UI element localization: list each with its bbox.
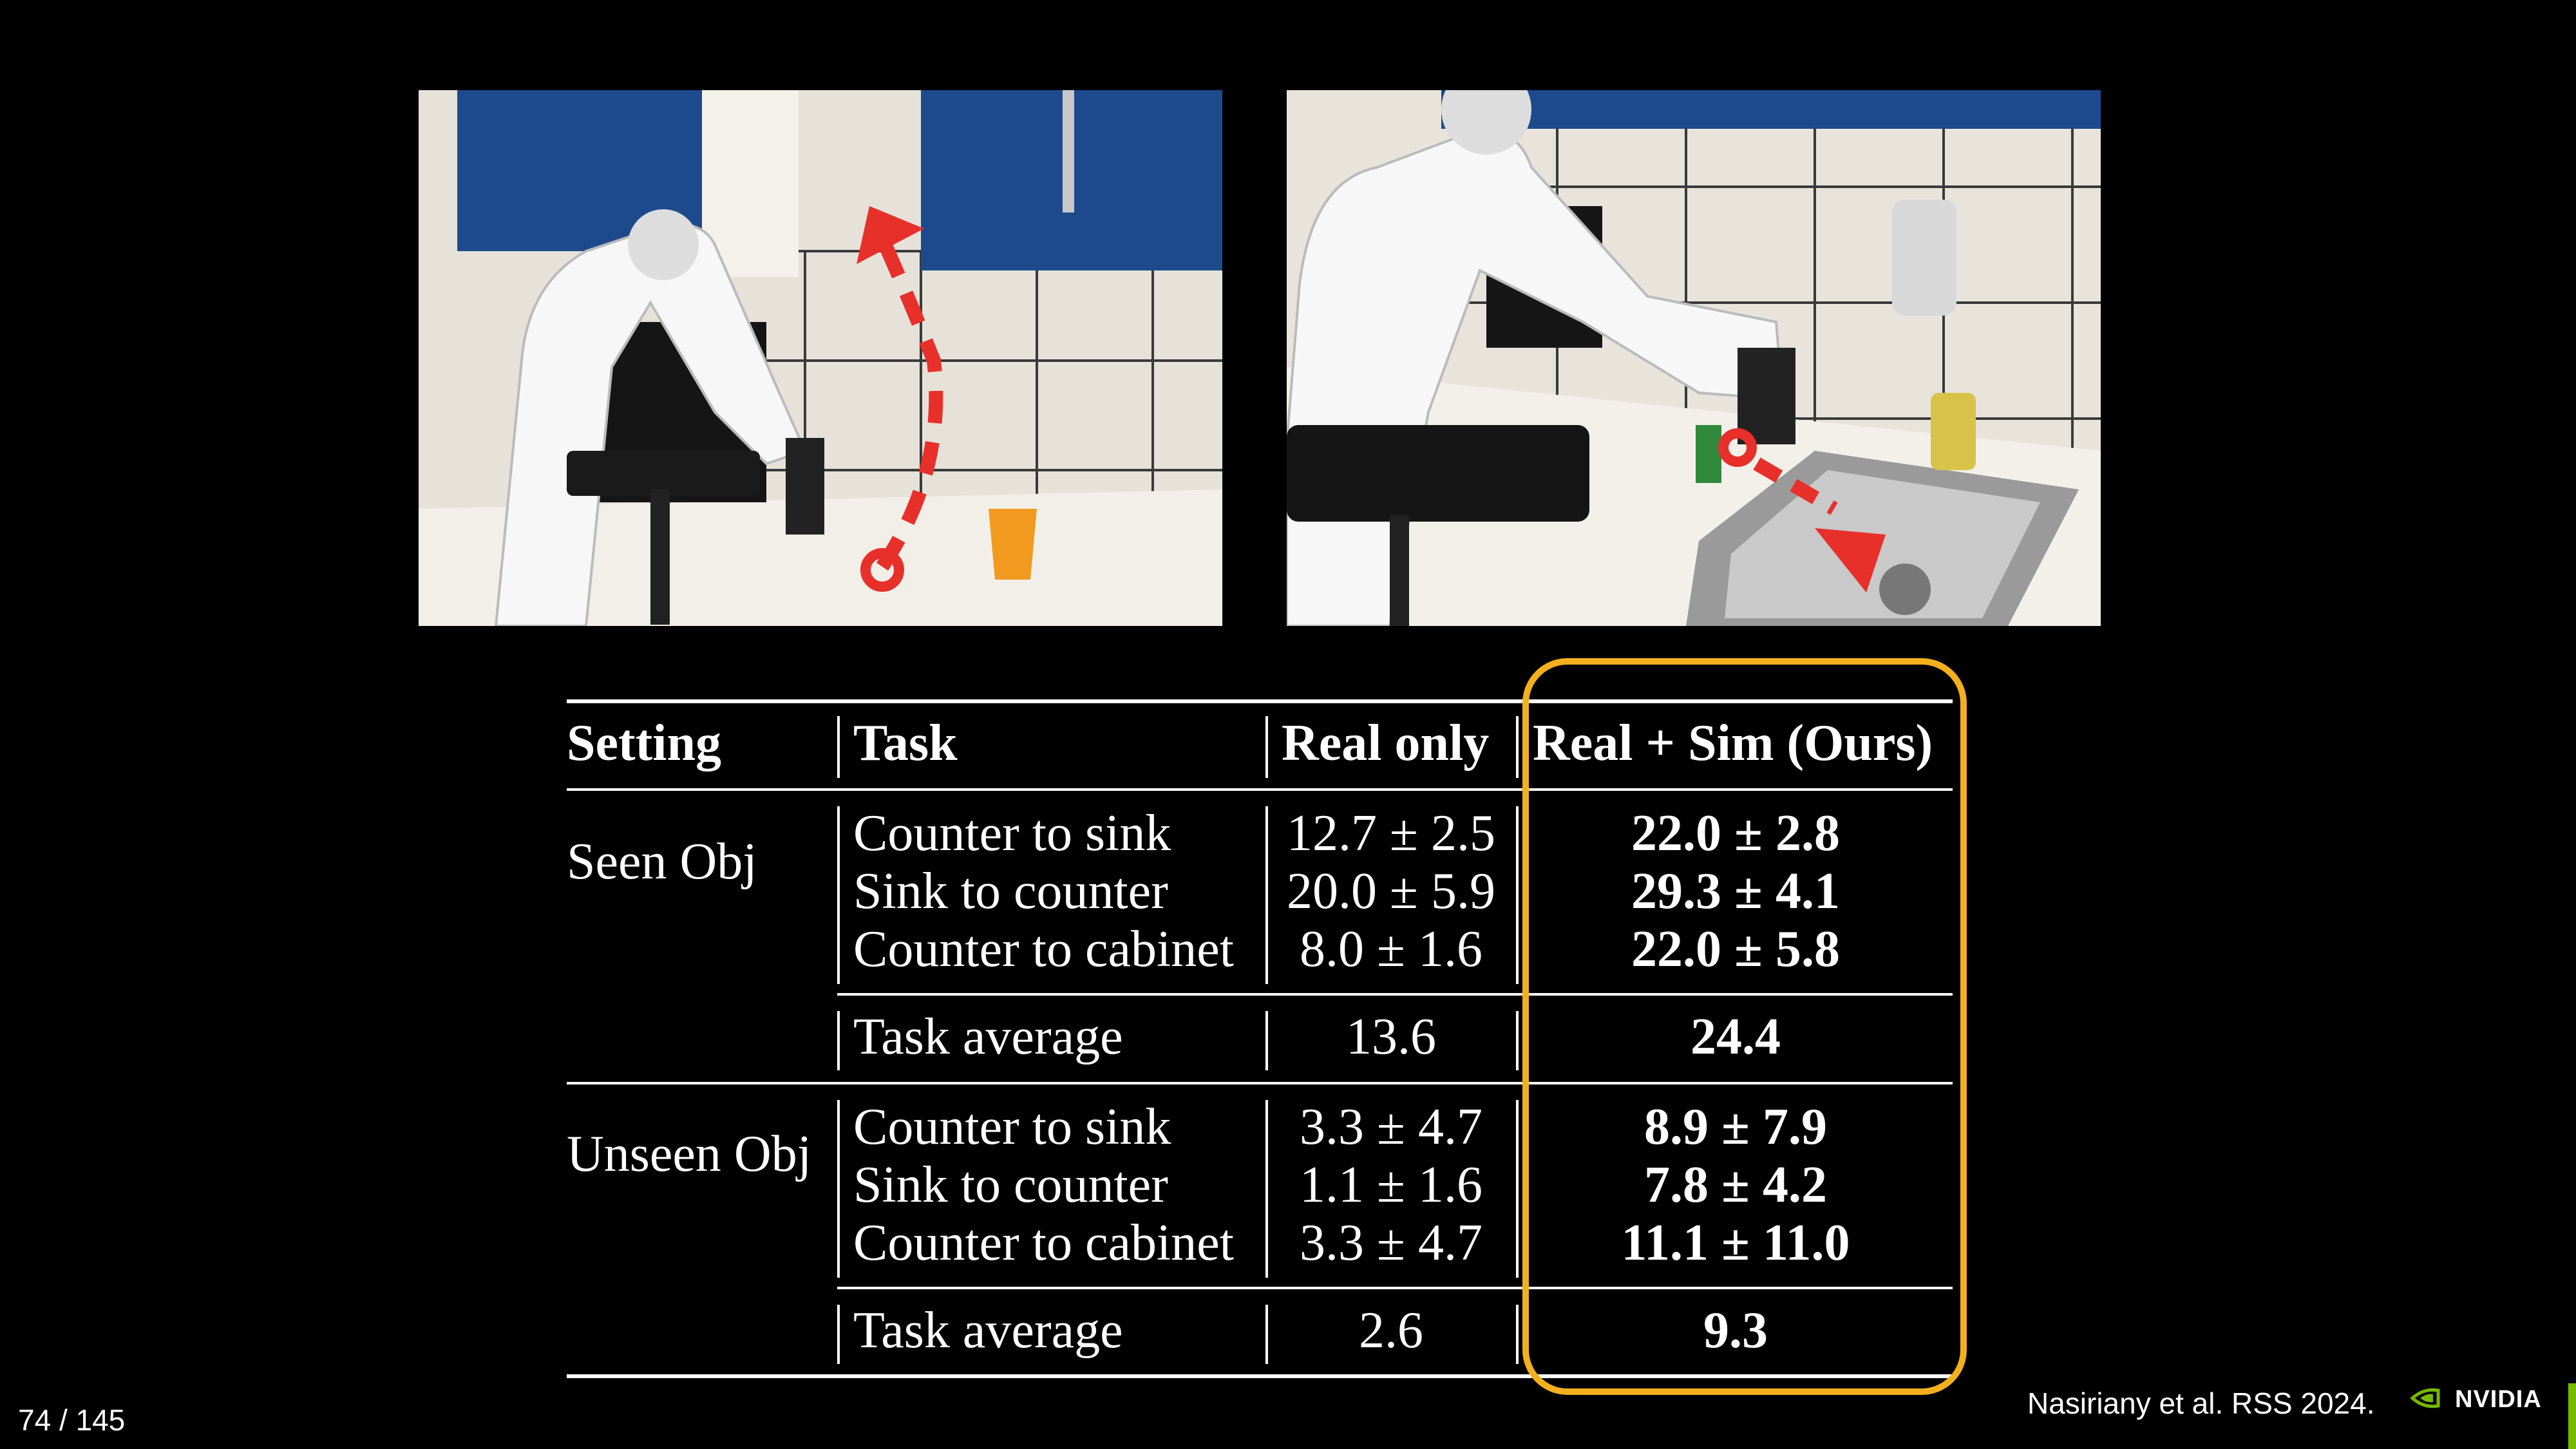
ours-cell: 29.3 ± 4.1	[1631, 863, 1840, 920]
table-header-rule	[567, 788, 1953, 791]
ours-cell: 8.9 ± 7.9	[1644, 1099, 1827, 1155]
ours-average: 24.4	[1690, 1009, 1781, 1065]
citation-text: Nasiriany et al. RSS 2024.	[2027, 1387, 2375, 1420]
robot-photo-counter-to-sink	[1287, 90, 2101, 626]
accent-bar	[2568, 1383, 2576, 1449]
task-average-label: Task average	[853, 1302, 1123, 1359]
unseen-subtotal-rule	[837, 1287, 1953, 1289]
header-bar-1	[837, 716, 840, 778]
unseen-avg-bar-2	[1265, 1305, 1268, 1364]
unseen-avg-bar-1	[837, 1305, 840, 1364]
ours-average: 9.3	[1703, 1302, 1768, 1359]
real-only-cell: 3.3 ± 4.7	[1300, 1215, 1482, 1271]
task-cell: Counter to sink	[853, 1099, 1171, 1155]
table-top-rule	[567, 699, 1953, 703]
task-cell: Counter to sink	[853, 805, 1171, 862]
ours-cell: 11.1 ± 11.0	[1621, 1215, 1850, 1271]
header-bar-2	[1265, 716, 1268, 778]
seen-bar-3	[1516, 806, 1519, 984]
seen-subtotal-rule	[837, 993, 1953, 996]
real-only-average: 2.6	[1359, 1302, 1423, 1359]
unseen-bar-3	[1516, 1100, 1519, 1278]
nvidia-wordmark: NVIDIA	[2455, 1386, 2542, 1413]
header-bar-3	[1516, 716, 1519, 778]
slide-page-number: 74 / 145	[18, 1403, 126, 1437]
unseen-bar-1	[837, 1100, 840, 1278]
task-cell: Counter to cabinet	[853, 1215, 1234, 1271]
real-only-cell: 20.0 ± 5.9	[1287, 863, 1495, 920]
header-real-sim-ours: Real + Sim (Ours)	[1533, 715, 1933, 772]
nvidia-logo: NVIDIA	[2410, 1386, 2542, 1414]
task-cell: Sink to counter	[853, 1157, 1168, 1213]
header-setting: Setting	[567, 715, 721, 772]
seen-avg-bar-2	[1265, 1011, 1268, 1070]
ours-cell: 22.0 ± 5.8	[1631, 921, 1840, 978]
seen-avg-bar-1	[837, 1011, 840, 1070]
header-real-only: Real only	[1282, 715, 1490, 772]
real-only-cell: 12.7 ± 2.5	[1287, 805, 1495, 862]
real-only-cell: 1.1 ± 1.6	[1300, 1157, 1482, 1213]
real-only-average: 13.6	[1346, 1009, 1436, 1065]
seen-bar-2	[1265, 806, 1268, 984]
setting-seen-obj: Seen Obj	[567, 833, 757, 890]
setting-unseen-obj: Unseen Obj	[567, 1126, 811, 1182]
seen-bar-1	[837, 806, 840, 984]
task-cell: Sink to counter	[853, 863, 1168, 920]
real-only-cell: 8.0 ± 1.6	[1300, 921, 1482, 978]
real-only-cell: 3.3 ± 4.7	[1300, 1099, 1482, 1155]
robot-photo-counter-to-cabinet	[419, 90, 1222, 626]
ours-column-highlight	[1522, 658, 1967, 1395]
ours-cell: 22.0 ± 2.8	[1631, 805, 1840, 862]
task-average-label: Task average	[853, 1009, 1123, 1065]
ours-cell: 7.8 ± 4.2	[1644, 1157, 1827, 1213]
unseen-bar-2	[1265, 1100, 1268, 1278]
unseen-avg-bar-3	[1516, 1305, 1519, 1364]
nvidia-eye-icon	[2410, 1387, 2448, 1413]
group-separator-rule	[567, 1082, 1953, 1084]
table-bottom-rule	[567, 1374, 1953, 1378]
seen-avg-bar-3	[1516, 1011, 1519, 1070]
header-task: Task	[853, 715, 958, 772]
task-cell: Counter to cabinet	[853, 921, 1234, 978]
